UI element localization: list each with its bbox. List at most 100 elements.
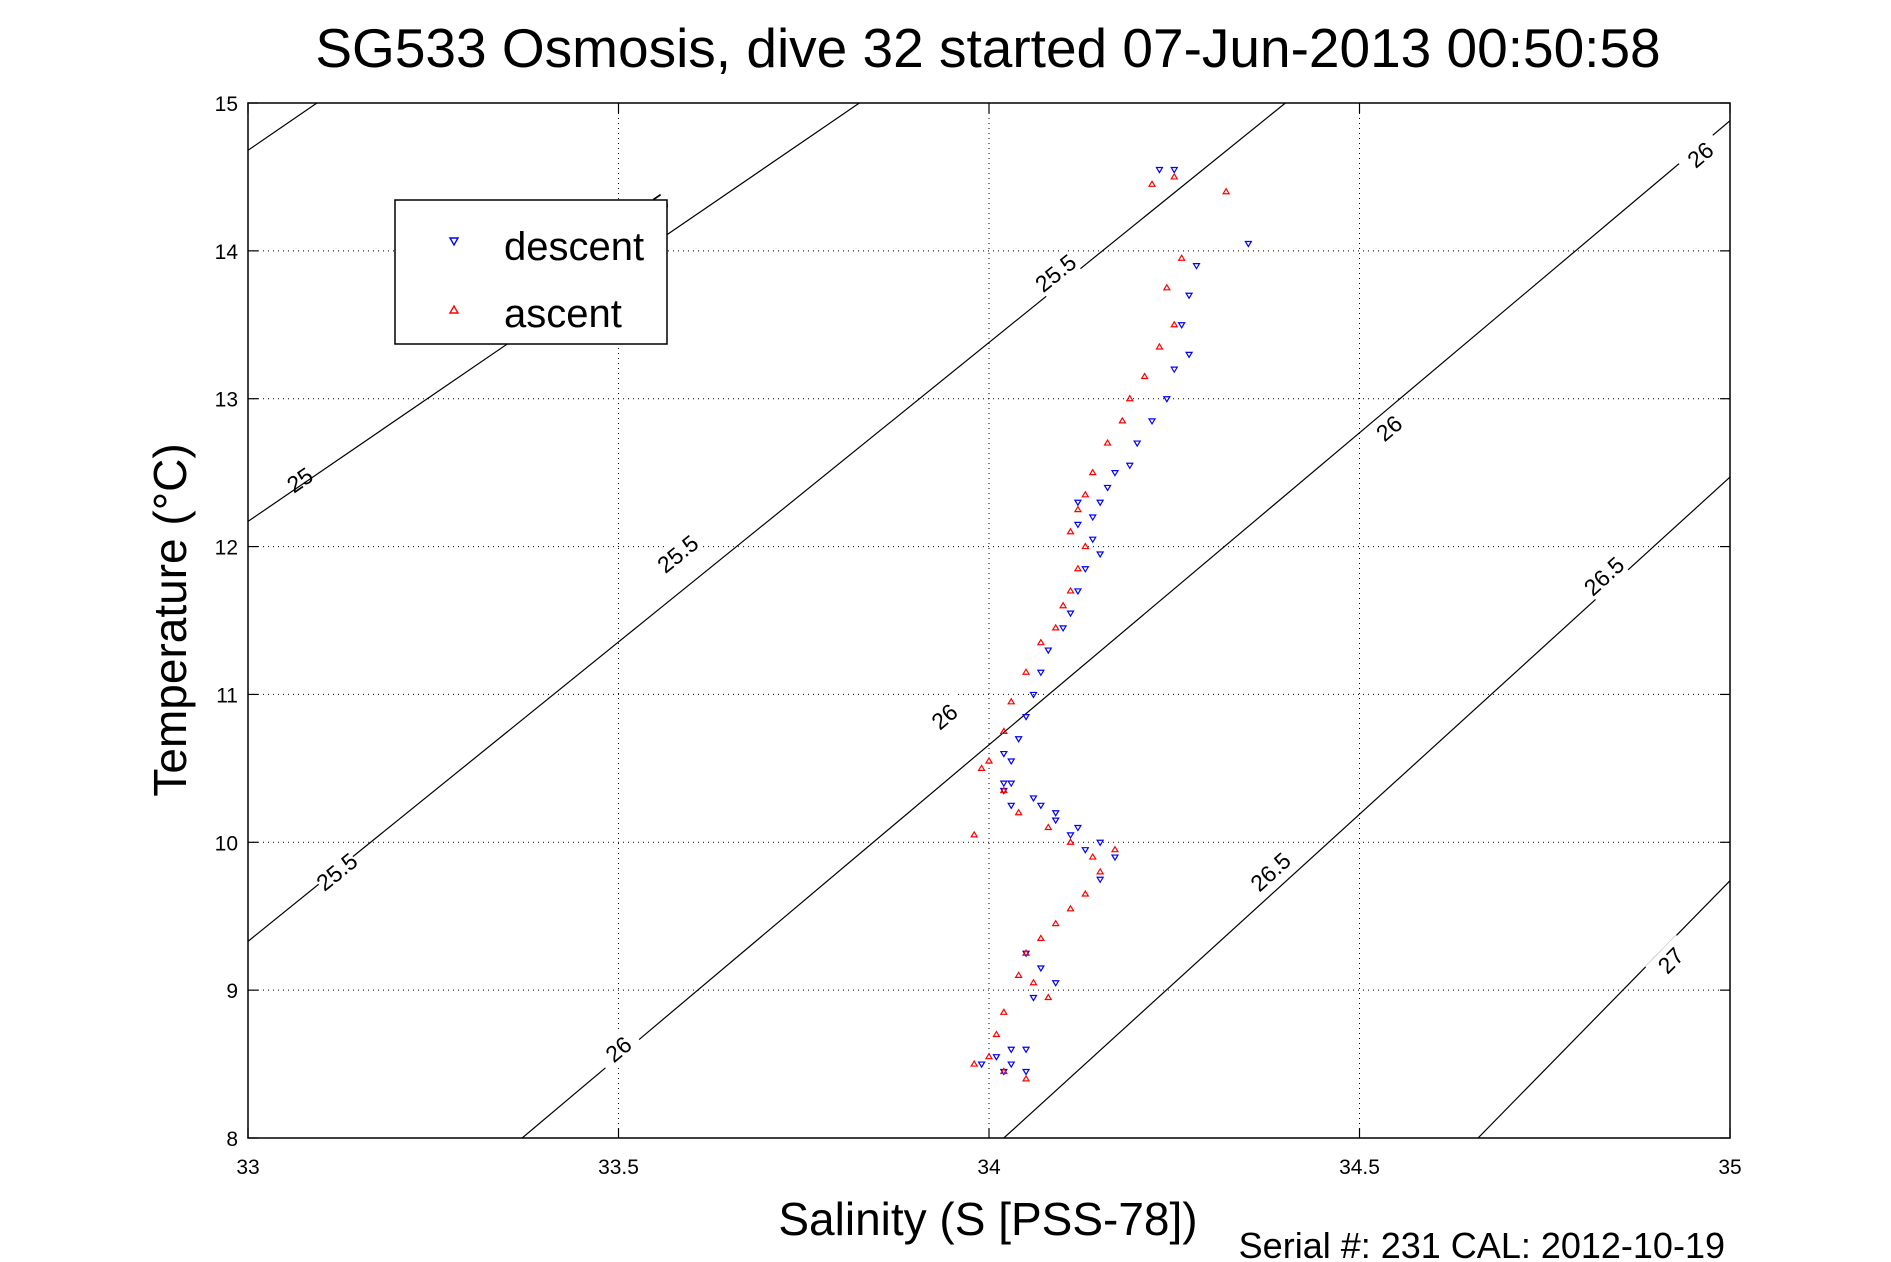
legend-marker-descent [448, 237, 460, 247]
descent-point [1147, 418, 1157, 426]
ascent-point [984, 756, 994, 764]
legend-label-ascent: ascent [504, 292, 622, 336]
descent-point [1066, 610, 1075, 618]
descent-point [1036, 802, 1045, 810]
descent-point [1021, 1046, 1031, 1054]
ascent-point [1088, 468, 1097, 476]
legend-label-descent: descent [504, 225, 644, 269]
y-tick-label: 8 [226, 1128, 238, 1151]
ascent-point [1044, 993, 1053, 1001]
descent-point [999, 750, 1008, 758]
ascent-point [1103, 438, 1112, 446]
ascent-point [1051, 623, 1060, 631]
descent-point [1066, 832, 1075, 840]
descent-point [1051, 810, 1060, 817]
x-tick-label: 35 [1718, 1156, 1741, 1179]
descent-point [1021, 1068, 1031, 1076]
contour-label-bg [1578, 550, 1630, 602]
ascent-point [1051, 919, 1060, 927]
ascent-point [1036, 934, 1045, 941]
ascent-point [1125, 394, 1134, 402]
contour-line-26 [521, 120, 1730, 1138]
ascent-point [984, 1052, 994, 1060]
data-points [970, 166, 1253, 1082]
x-tick-label: 33.5 [598, 1156, 639, 1179]
descent-point [1155, 166, 1164, 174]
descent-point [1029, 994, 1038, 1002]
descent-point [1051, 980, 1060, 987]
descent-point [1007, 1046, 1016, 1054]
descent-point [977, 1061, 986, 1069]
contour-label-bg [592, 1024, 645, 1075]
descent-point [1125, 462, 1134, 470]
descent-point [1110, 854, 1120, 862]
x-tick-label: 34 [977, 1156, 1001, 1179]
ascent-point [1014, 971, 1023, 978]
ascent-point [1140, 372, 1149, 380]
y-tick-label: 13 [215, 389, 238, 412]
descent-point [1088, 514, 1097, 522]
x-tick-label: 34.5 [1339, 1156, 1380, 1179]
ascent-point [970, 1059, 979, 1067]
ascent-point [1044, 823, 1053, 831]
descent-point [1073, 588, 1082, 596]
ascent-point [1081, 542, 1090, 550]
ascent-point [1170, 172, 1179, 180]
ascent-point [1081, 889, 1090, 897]
ascent-point [999, 727, 1008, 734]
ascent-point [1066, 527, 1075, 535]
descent-point [1007, 780, 1016, 788]
x-tick-label: 33 [236, 1156, 259, 1179]
y-axis-label: Temperature (°C) [144, 443, 196, 796]
ascent-point [1014, 808, 1023, 816]
descent-point [1096, 839, 1105, 847]
ascent-point [1118, 416, 1127, 424]
descent-point [1029, 691, 1038, 699]
y-tick-label: 14 [215, 241, 239, 264]
ascent-point [1059, 601, 1068, 609]
ascent-point [977, 764, 986, 771]
ascent-point [1073, 564, 1082, 572]
legend-marker-ascent [448, 304, 460, 314]
ascent-point [1177, 254, 1186, 261]
descent-point [1096, 876, 1105, 884]
ascent-point [1021, 1074, 1031, 1082]
descent-point [1192, 263, 1201, 270]
descent-point [1096, 551, 1105, 559]
descent-point [1051, 817, 1060, 825]
contour-label-bg [311, 847, 363, 897]
contour-label-bg [1674, 129, 1727, 180]
legend-box [394, 199, 668, 345]
ascent-point [1162, 283, 1171, 291]
ascent-point [970, 830, 979, 838]
contour-label-bg [273, 456, 326, 505]
grid-lines [248, 103, 1730, 1138]
ascent-point [1066, 904, 1075, 912]
contour-line-25-5 [248, 103, 1286, 942]
ascent-point [1088, 852, 1097, 860]
descent-point [1133, 440, 1142, 448]
y-tick-label: 10 [215, 832, 238, 855]
y-tick-label: 11 [216, 684, 238, 707]
descent-point [1170, 166, 1179, 174]
descent-point [1007, 802, 1016, 810]
ascent-point [1029, 978, 1038, 986]
ascent-point [1007, 697, 1016, 705]
descent-point [1073, 824, 1082, 832]
descent-point [1007, 1061, 1016, 1069]
ascent-point [999, 1008, 1008, 1015]
descent-point [1014, 736, 1023, 743]
ascent-point [1036, 638, 1045, 646]
descent-point [1110, 470, 1120, 477]
descent-point [1103, 484, 1112, 492]
descent-point [1029, 795, 1038, 803]
y-tick-label: 12 [215, 537, 238, 560]
ascent-point [1155, 342, 1164, 350]
descent-point [1073, 499, 1082, 507]
ascent-point [1096, 867, 1105, 875]
contour-label-bg [1645, 935, 1697, 987]
contour-line-27 [1477, 880, 1730, 1138]
descent-point [1007, 758, 1016, 766]
